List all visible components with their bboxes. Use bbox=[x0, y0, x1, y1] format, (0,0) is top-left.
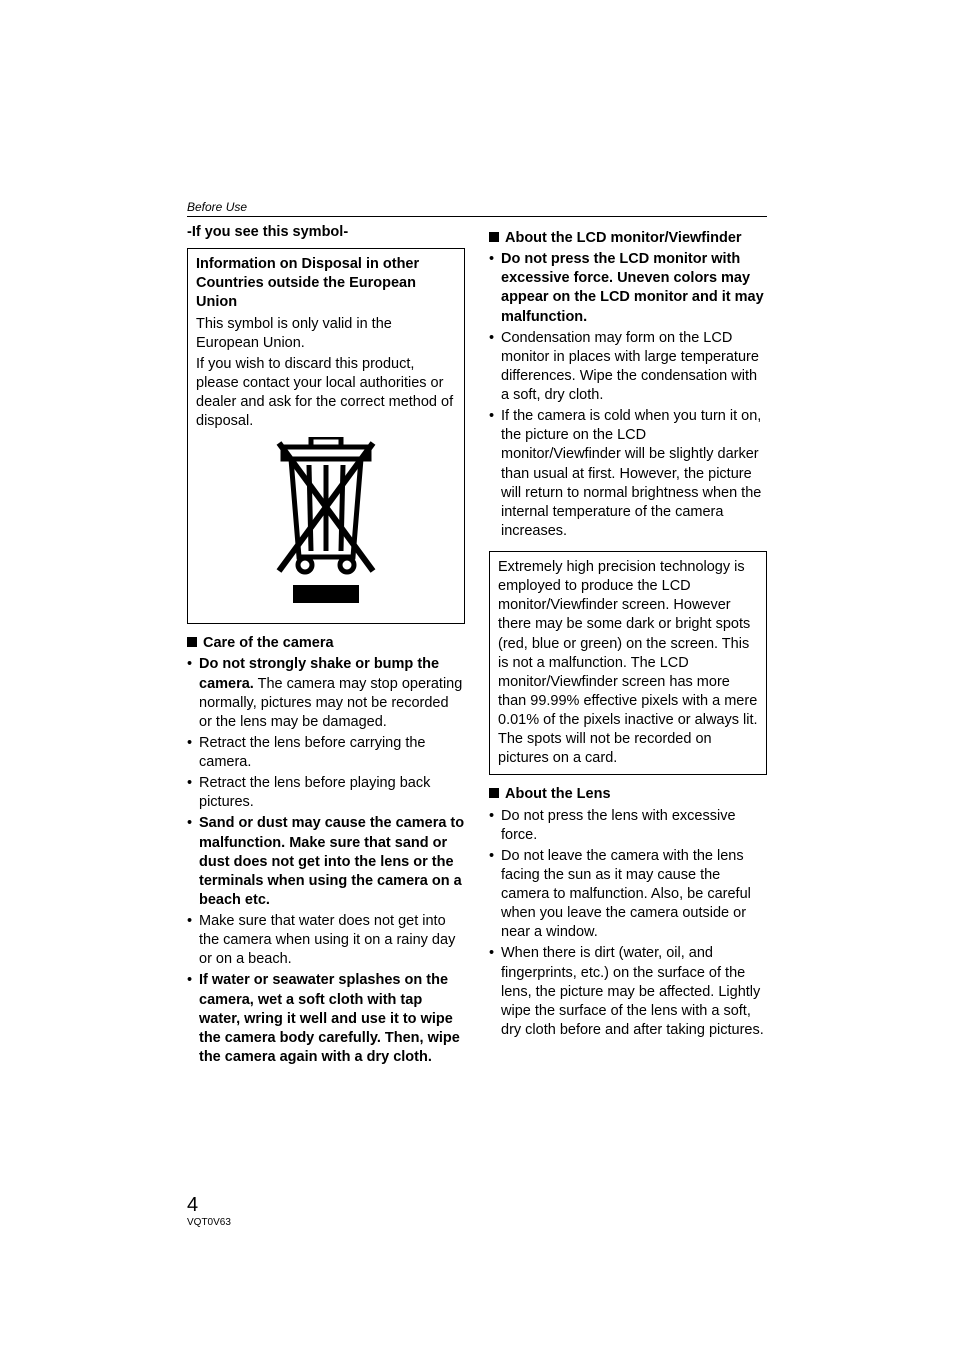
list-item: Do not strongly shake or bump the camera… bbox=[187, 655, 465, 732]
document-code: VQT0V63 bbox=[187, 1217, 231, 1228]
page-footer: 4 VQT0V63 bbox=[187, 1194, 231, 1228]
right-column: About the LCD monitor/Viewfinder Do not … bbox=[489, 223, 767, 1069]
list-item: Do not press the lens with excessive for… bbox=[489, 807, 767, 845]
list-item: Retract the lens before carrying the cam… bbox=[187, 734, 465, 772]
lens-section-head: About the Lens bbox=[489, 785, 767, 804]
disposal-info-p1: This symbol is only valid in the Europea… bbox=[196, 315, 456, 353]
list-item: If the camera is cold when you turn it o… bbox=[489, 407, 767, 541]
precision-note-box: Extremely high precision technology is e… bbox=[489, 551, 767, 775]
list-item: Make sure that water does not get into t… bbox=[187, 912, 465, 969]
left-column: -If you see this symbol- Information on … bbox=[187, 223, 465, 1069]
symbol-section-title: -If you see this symbol- bbox=[187, 223, 465, 242]
two-column-layout: -If you see this symbol- Information on … bbox=[187, 223, 767, 1069]
list-item: Condensation may form on the LCD monitor… bbox=[489, 329, 767, 406]
bold-run: Sand or dust may cause the camera to mal… bbox=[199, 815, 464, 908]
list-item: When there is dirt (water, oil, and fing… bbox=[489, 944, 767, 1040]
list-item: Sand or dust may cause the camera to mal… bbox=[187, 814, 465, 910]
lens-head-text: About the Lens bbox=[505, 786, 611, 802]
bold-run: If water or seawater splashes on the cam… bbox=[199, 972, 460, 1065]
square-bullet-icon bbox=[489, 232, 499, 242]
page-number: 4 bbox=[187, 1194, 231, 1217]
care-section-head: Care of the camera bbox=[187, 634, 465, 653]
disposal-info-title: Information on Disposal in other Countri… bbox=[196, 255, 456, 312]
square-bullet-icon bbox=[187, 637, 197, 647]
disposal-info-p2: If you wish to discard this product, ple… bbox=[196, 355, 456, 432]
list-item: Do not press the LCD monitor with excess… bbox=[489, 250, 767, 327]
care-head-text: Care of the camera bbox=[203, 635, 334, 651]
square-bullet-icon bbox=[489, 788, 499, 798]
weee-bin-icon bbox=[271, 437, 381, 607]
running-head: Before Use bbox=[187, 200, 767, 217]
lcd-head-text: About the LCD monitor/Viewfinder bbox=[505, 230, 742, 246]
list-item: Retract the lens before playing back pic… bbox=[187, 774, 465, 812]
list-item: Do not leave the camera with the lens fa… bbox=[489, 847, 767, 943]
disposal-info-box: Information on Disposal in other Countri… bbox=[187, 248, 465, 624]
bold-run: Do not press the LCD monitor with excess… bbox=[501, 251, 764, 324]
page-content: Before Use -If you see this symbol- Info… bbox=[187, 200, 767, 1069]
list-item: If water or seawater splashes on the cam… bbox=[187, 971, 465, 1067]
lcd-section-head: About the LCD monitor/Viewfinder bbox=[489, 229, 767, 248]
care-bullet-list: Do not strongly shake or bump the camera… bbox=[187, 655, 465, 1067]
lcd-bullet-list: Do not press the LCD monitor with excess… bbox=[489, 250, 767, 541]
lens-bullet-list: Do not press the lens with excessive for… bbox=[489, 807, 767, 1041]
